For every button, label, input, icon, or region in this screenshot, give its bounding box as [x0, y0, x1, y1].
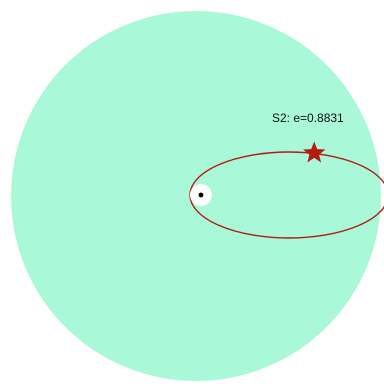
central-mass [198, 192, 204, 198]
star-icon [303, 141, 326, 163]
orbit-label: S2: e=0.8831 [272, 111, 344, 125]
